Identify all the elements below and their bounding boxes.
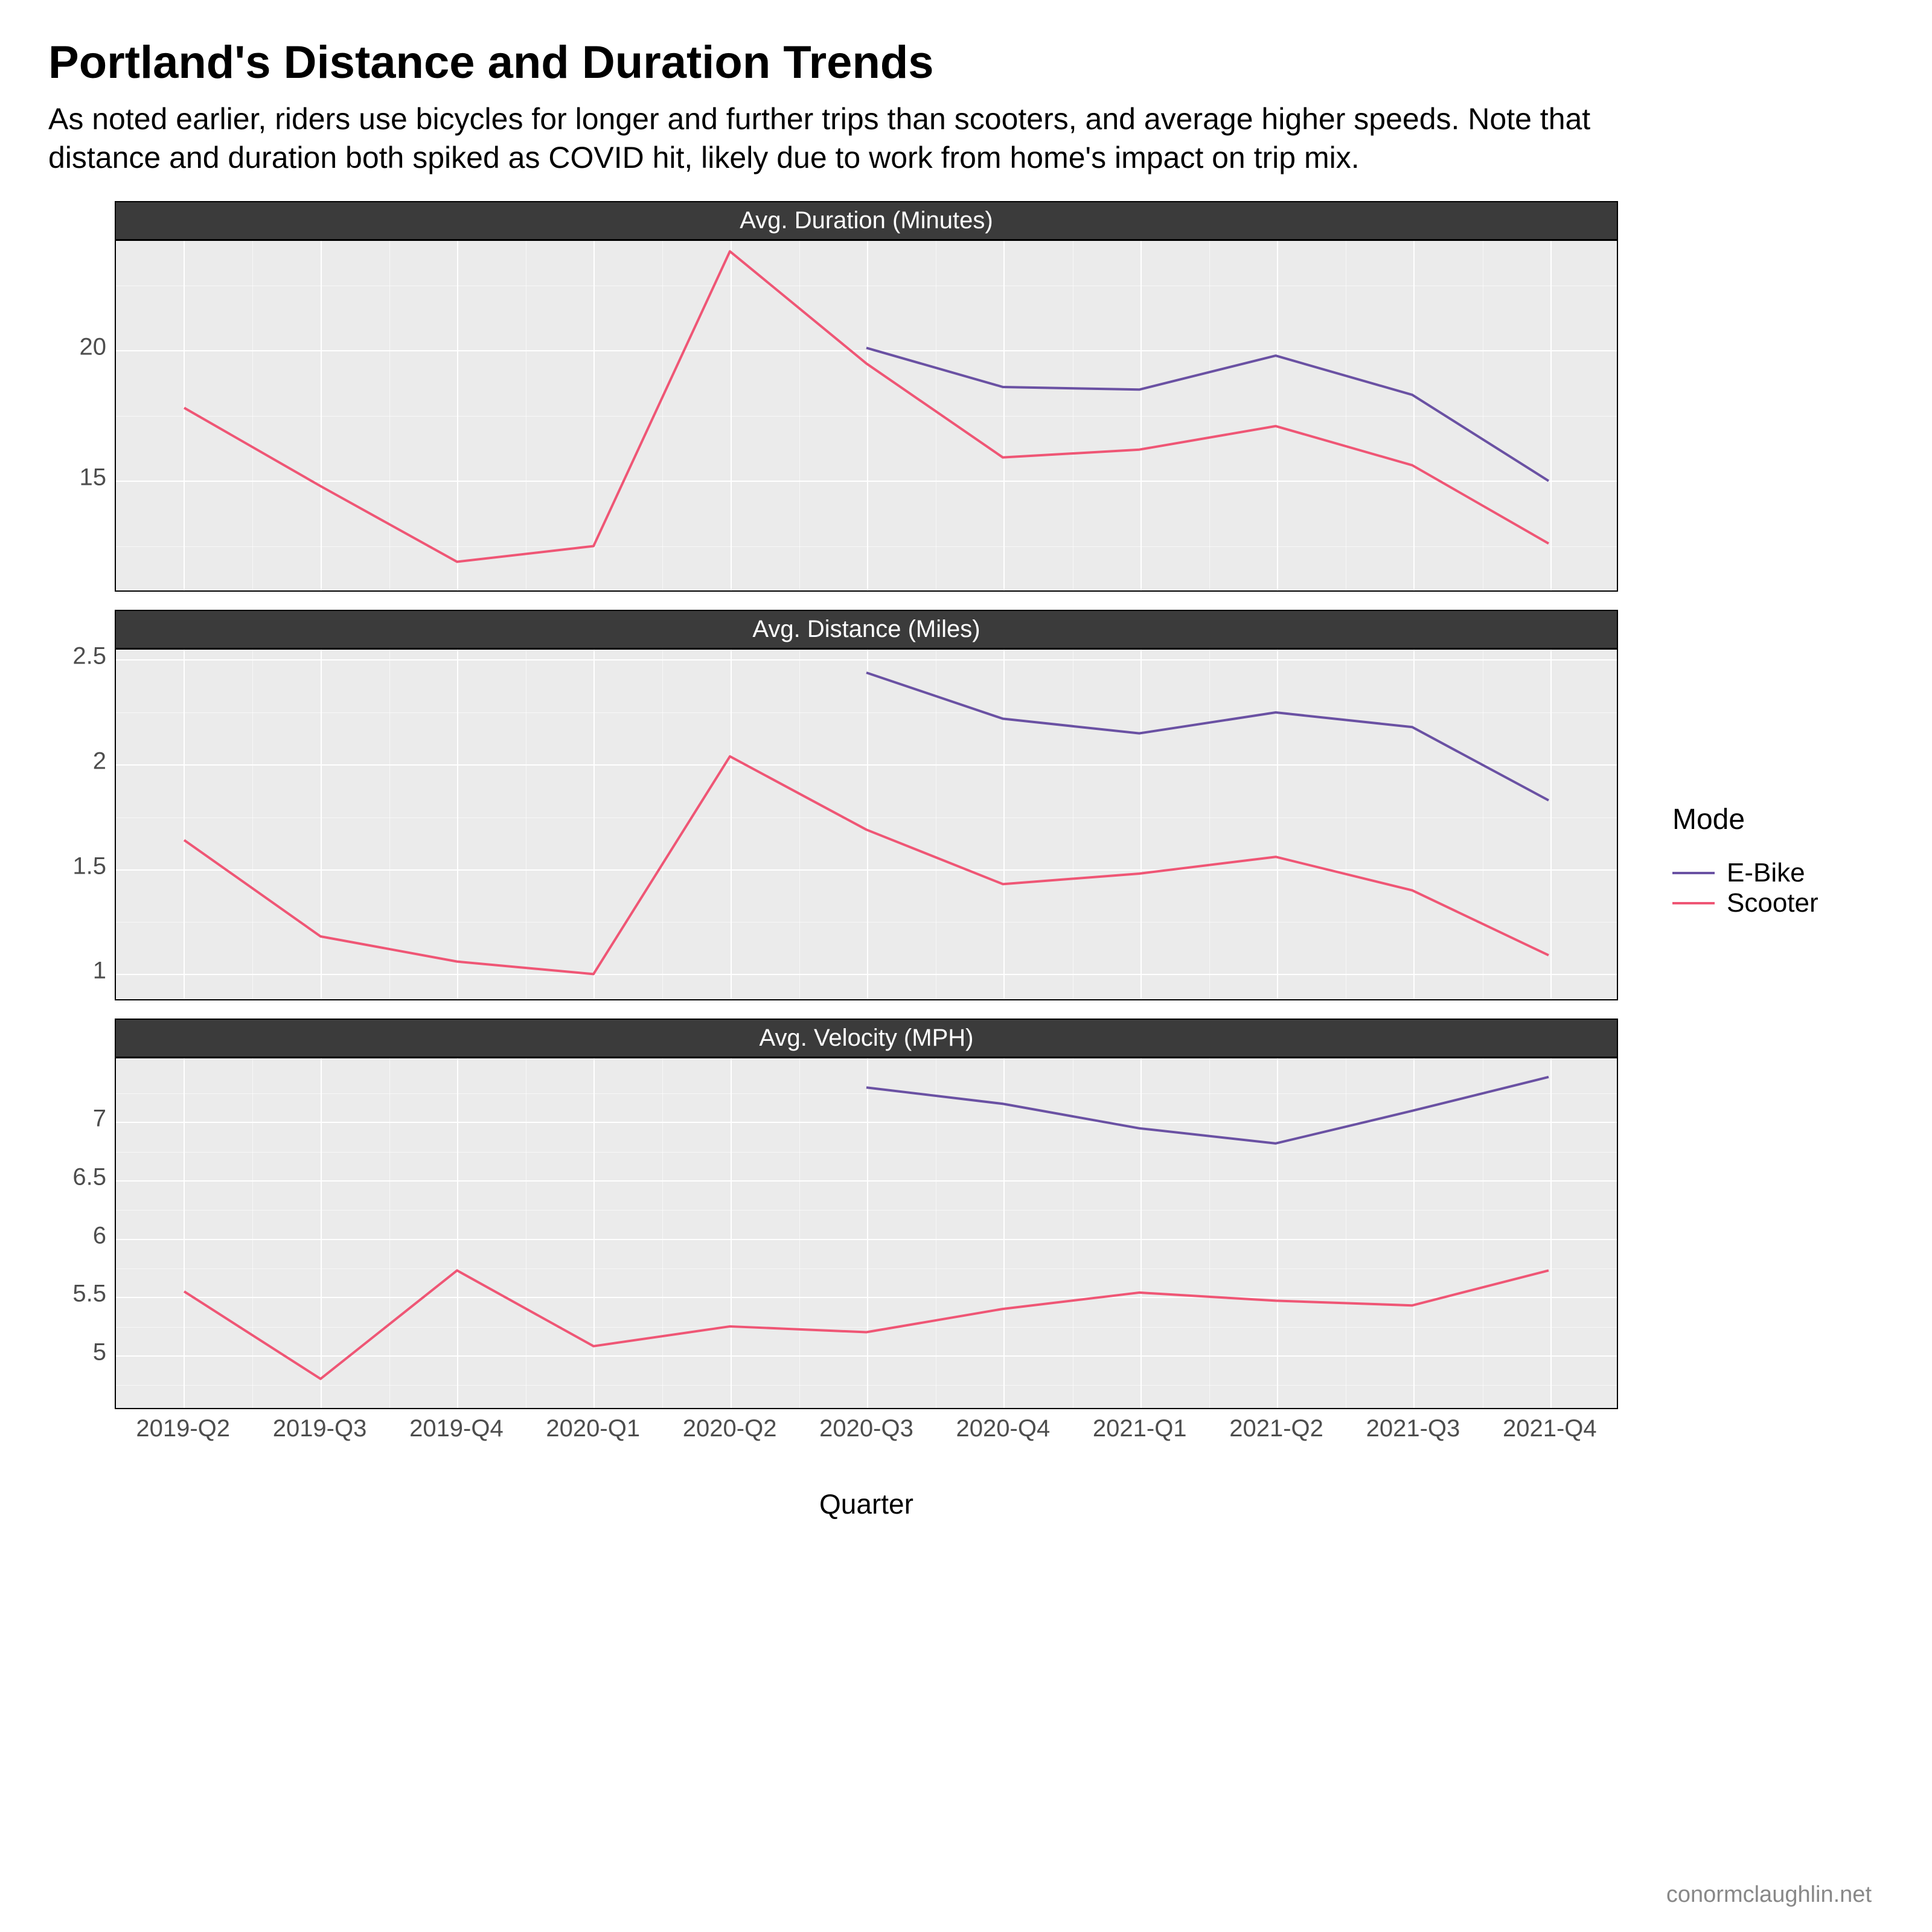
series-line-scooter bbox=[184, 756, 1549, 974]
y-tick-label: 2 bbox=[93, 748, 106, 775]
line-svg bbox=[116, 1058, 1617, 1408]
series-line-ebike bbox=[866, 673, 1549, 801]
x-tick-label: 2020-Q3 bbox=[819, 1415, 913, 1442]
x-tick-label: 2021-Q1 bbox=[1093, 1415, 1187, 1442]
x-tick-label: 2019-Q3 bbox=[273, 1415, 367, 1442]
y-axis: 1520 bbox=[48, 201, 115, 587]
x-tick-label: 2020-Q2 bbox=[683, 1415, 777, 1442]
legend-swatch bbox=[1672, 872, 1715, 874]
panel-body bbox=[116, 1058, 1617, 1408]
facet-strip: Avg. Velocity (MPH) bbox=[116, 1020, 1617, 1058]
legend-label: Scooter bbox=[1727, 888, 1818, 918]
caption: conormclaughlin.net bbox=[1666, 1882, 1872, 1908]
y-tick-label: 20 bbox=[80, 333, 107, 360]
facet-panel: Avg. Duration (Minutes) bbox=[115, 201, 1618, 592]
legend-item: Scooter bbox=[1672, 888, 1818, 918]
panel-body bbox=[116, 649, 1617, 999]
facet-strip: Avg. Duration (Minutes) bbox=[116, 202, 1617, 240]
y-tick-label: 6 bbox=[93, 1222, 106, 1249]
legend-item: E-Bike bbox=[1672, 858, 1818, 888]
x-tick-label: 2019-Q4 bbox=[409, 1415, 504, 1442]
y-tick-label: 1 bbox=[93, 958, 106, 985]
facet-panel: Avg. Distance (Miles) bbox=[115, 610, 1618, 1000]
panel-body bbox=[116, 240, 1617, 590]
chart-area: 1520Avg. Duration (Minutes)11.522.5Avg. … bbox=[48, 201, 1884, 1520]
panel-row: 1520Avg. Duration (Minutes) bbox=[48, 201, 1618, 592]
y-tick-label: 6.5 bbox=[72, 1164, 106, 1191]
x-axis-title: Quarter bbox=[115, 1488, 1618, 1520]
legend: Mode E-BikeScooter bbox=[1672, 803, 1818, 918]
legend-title: Mode bbox=[1672, 803, 1818, 836]
panel-row: 5 5.5 6 6.5 7 Avg. Velocity (MPH) bbox=[48, 1019, 1618, 1409]
line-svg bbox=[116, 650, 1617, 999]
y-tick-label: 7 bbox=[93, 1105, 106, 1133]
series-line-scooter bbox=[184, 251, 1549, 561]
page-subtitle: As noted earlier, riders use bicycles fo… bbox=[48, 100, 1678, 177]
x-tick-label: 2020-Q1 bbox=[546, 1415, 640, 1442]
series-line-scooter bbox=[184, 1270, 1549, 1378]
panels-container: 1520Avg. Duration (Minutes)11.522.5Avg. … bbox=[48, 201, 1618, 1409]
legend-label: E-Bike bbox=[1727, 858, 1805, 888]
y-tick-label: 1.5 bbox=[72, 852, 106, 880]
facet-panel: Avg. Velocity (MPH) bbox=[115, 1019, 1618, 1409]
page-title: Portland's Distance and Duration Trends bbox=[48, 36, 1884, 89]
y-tick-label: 15 bbox=[80, 464, 107, 491]
y-tick-label: 5.5 bbox=[72, 1281, 106, 1308]
facet-strip: Avg. Distance (Miles) bbox=[116, 611, 1617, 649]
x-axis: 2019-Q2 2019-Q3 2019-Q4 2020-Q1 2020-Q2 2020-… bbox=[115, 1409, 1618, 1451]
y-axis: 1 1.5 2 2.5 bbox=[48, 610, 115, 996]
x-tick-label: 2019-Q2 bbox=[136, 1415, 230, 1442]
y-axis: 5 5.5 6 6.5 7 bbox=[48, 1019, 115, 1405]
series-line-ebike bbox=[866, 1077, 1549, 1144]
line-svg bbox=[116, 241, 1617, 590]
legend-items: E-BikeScooter bbox=[1672, 858, 1818, 918]
x-tick-label: 2021-Q2 bbox=[1229, 1415, 1323, 1442]
y-tick-label: 5 bbox=[93, 1339, 106, 1366]
panels-column: 1520Avg. Duration (Minutes)11.522.5Avg. … bbox=[48, 201, 1618, 1520]
x-tick-label: 2020-Q4 bbox=[956, 1415, 1051, 1442]
y-tick-label: 2.5 bbox=[72, 643, 106, 670]
series-line-ebike bbox=[866, 348, 1549, 481]
panel-row: 1 1.5 2 2.5 Avg. Distance (Miles) bbox=[48, 610, 1618, 1000]
x-tick-label: 2021-Q4 bbox=[1503, 1415, 1597, 1442]
legend-swatch bbox=[1672, 902, 1715, 904]
x-tick-label: 2021-Q3 bbox=[1366, 1415, 1460, 1442]
